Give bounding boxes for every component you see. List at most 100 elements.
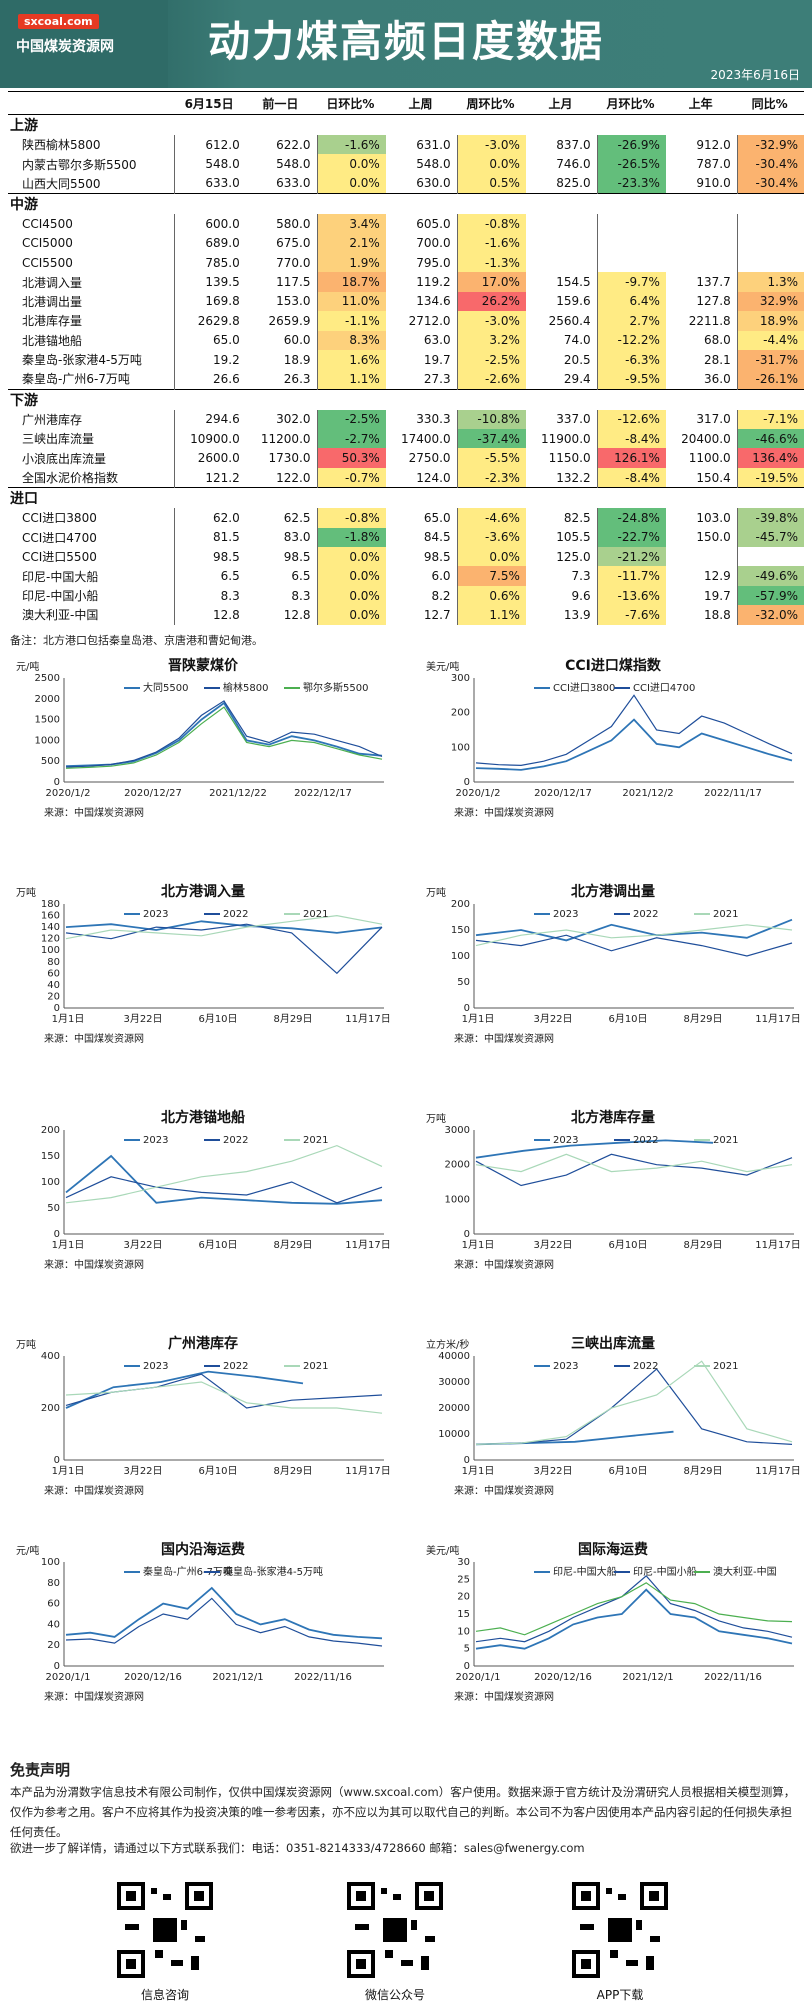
table-cell: 3.2% [457,330,526,350]
series-line-0 [475,918,793,942]
y-tick-label: 20 [47,1640,60,1651]
table-cell [597,214,666,233]
y-tick-label: 0 [464,1229,470,1240]
table-cell: 10900.0 [190,431,240,446]
y-unit-label: 万吨 [16,1338,36,1351]
table-row: CCI5500 785.0 770.0 1.9% 795.0 -1.3% [8,252,804,273]
table-cell: 150.4 [665,467,738,488]
y-tick-label: 1000 [445,1194,470,1205]
table-cell: 50.3% [317,448,386,468]
table-cell: 13.9 [525,605,598,625]
table-cell: -12.2% [597,330,666,350]
table-cell: 8.3 [220,588,240,603]
y-tick-label: 15 [457,1609,470,1620]
table-cell: 0.0% [317,154,386,174]
table-cell: 0.0% [457,547,526,567]
x-tick-label: 3月22日 [533,1013,572,1025]
table-cell: 19.7 [665,585,738,606]
y-tick-label: 400 [41,1351,60,1362]
y-unit-label: 万吨 [426,1112,446,1125]
series-line-2 [475,1360,793,1445]
y-tick-label: 100 [41,1557,60,1568]
y-unit-label: 美元/吨 [426,1544,459,1557]
x-tick-label: 6月10日 [198,1013,237,1025]
table-cell: 1.1% [457,605,526,625]
table-cell: 8.2 [385,585,458,606]
y-tick-label: 30000 [438,1377,470,1388]
table-row: 秦皇岛-广州6-7万吨 26.6 26.3 1.1% 27.3 -2.6% 29.4 -9.5… [8,369,804,390]
chart-source: 来源：中国煤炭资源网 [454,806,554,819]
table-row: 内蒙古鄂尔多斯5500 548.0 548.0 0.0% 548.0 0.0% 746.0-… [8,154,804,174]
y-tick-label: 5 [464,1644,470,1655]
series-line-2 [65,1144,383,1204]
table-row: 印尼-中国小船 8.3 8.3 0.0% 8.2 0.6% 9.6 -13.6% 19.7 -57… [8,585,804,606]
x-tick-label: 3月22日 [123,1013,162,1025]
section-label: 中游 [8,193,804,215]
table-cell: 62.5 [245,508,318,528]
table-cell [665,214,738,234]
legend-label: 2022 [633,1135,658,1146]
table-cell: 19.2 [213,352,240,367]
chart-c10: 国际海运费 美元/吨 0 5 10 15 20 25 30 2020/1/1 2020/12/16 2… [418,1540,808,1710]
table-body: 上游 陕西榆林5800 612.0 622.0 -1.6% 631.0 -3.0% 837.0… [8,114,804,625]
series-line-1 [65,1373,383,1409]
chart-source: 来源：中国煤炭资源网 [454,1484,554,1497]
table-cell: 8.3% [317,330,386,350]
section-row: 上游 [8,114,804,135]
table-cell: 122.0 [245,467,318,488]
table-row: 北港库存量 2629.8 2659.9 -1.1% 2712.0 -3.0% 2560.4 2… [8,311,804,331]
row-label: 秦皇岛-张家港4-5万吨 [8,349,175,370]
table-cell: 2600.0 [197,451,240,466]
y-tick-label: 0 [54,1661,60,1672]
table-cell: 631.0 [385,135,458,155]
y-tick-label: 200 [451,899,470,910]
table-cell: 2629.8 [197,313,240,328]
table-cell: -2.7% [317,429,386,449]
table-cell: 65.0 [213,333,240,348]
table-cell: 3.4% [317,214,386,234]
data-table: 6月15日 前一日 日环比% 上周 周环比% 上月 月环比% 上年 同比% 上游 陕西榆林5800… [8,91,804,625]
table-cell: 317.0 [665,409,738,430]
table-cell: 11900.0 [525,429,598,449]
table-cell: 700.0 [385,233,458,253]
table-cell [737,214,804,233]
table-row: 北港调入量 139.5 117.5 18.7% 119.2 17.0% 154.5 -9.7%… [8,272,804,292]
table-cell: -4.6% [457,508,526,528]
legend-label: 2022 [223,1135,248,1146]
x-tick-label: 1月1日 [52,1239,85,1251]
column-header: 周环比% [457,91,526,115]
table-cell: 0.0% [317,547,386,567]
table-cell: 785.0 [205,255,240,270]
legend-label: 2023 [143,909,168,920]
y-tick-label: 20 [47,991,60,1002]
table-cell: 689.0 [205,236,240,251]
y-tick-label: 200 [41,1403,60,1414]
table-cell: 0.6% [457,585,526,606]
y-tick-label: 180 [41,899,60,910]
column-header: 前一日 [245,91,318,115]
x-tick-label: 2021/12/1 [622,1672,673,1683]
table-cell: 139.5 [205,275,240,290]
table-cell: 9.6 [525,585,598,606]
legend-label: 2021 [713,1135,738,1146]
table-cell: 26.3 [245,369,318,390]
table-cell: 11200.0 [245,429,318,449]
table-cell: 337.0 [525,409,598,430]
series-line-2 [475,924,793,947]
chart-c1: 晋陕蒙煤价 元/吨 0 500 1000 1500 2000 2500 2020/1/2 2020… [8,656,398,826]
series-line-2 [475,1582,793,1636]
table-cell: 6.5 [245,566,318,586]
table-cell: -2.6% [457,369,526,390]
table-cell: -19.5% [737,467,804,488]
table-cell: 1150.0 [525,448,598,468]
table-cell: -22.7% [597,527,666,548]
table-cell: 26.2% [457,291,526,312]
table-cell: 12.8 [213,607,240,622]
table-cell: 153.0 [245,291,318,312]
y-tick-label: 25 [457,1574,470,1585]
chart-source: 来源：中国煤炭资源网 [44,1484,144,1497]
table-cell [737,547,804,566]
section-row: 进口 [8,487,804,509]
row-label: CCI5500 [8,252,175,273]
table-cell: -32.9% [737,135,804,155]
